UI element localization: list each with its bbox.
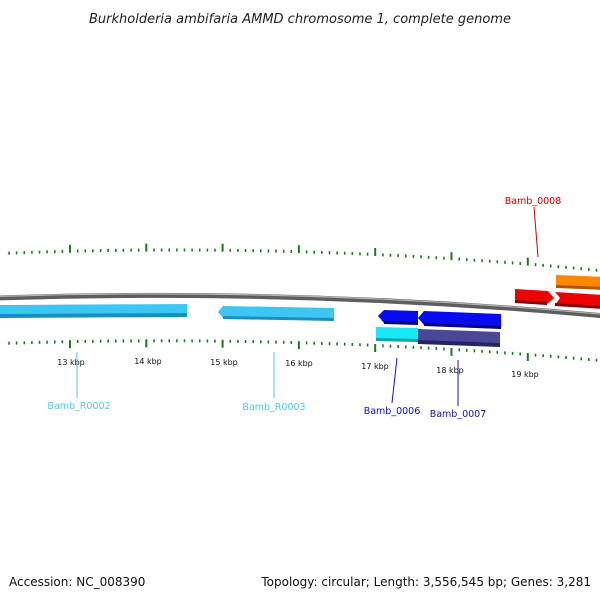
feature-bamb-0008[interactable] [515, 289, 554, 305]
feature-cyan-segment[interactable] [376, 327, 418, 342]
chromosome-backbone-highlight [0, 293, 600, 315]
map-title: Burkholderia ambifaria AMMD chromosome 1… [89, 12, 511, 27]
leader-bamb-0008 [533, 206, 539, 258]
scale-label-14kbp: 14 kbp [134, 357, 162, 366]
feature-red-block[interactable] [555, 292, 600, 309]
feature-bamb-0007[interactable] [418, 329, 500, 347]
gene-label-bamb-0008[interactable]: Bamb_0008 [505, 196, 562, 207]
scale-label-16kbp: 16 kbp [285, 359, 313, 368]
upper-tick-row [8, 243, 598, 272]
leader-bamb-0006 [391, 357, 398, 404]
chromosome-backbone [0, 292, 600, 319]
feature-bamb-0006[interactable] [378, 310, 418, 325]
scale-label-18kbp: 18 kbp [436, 366, 464, 375]
feature-bamb-0007-forward[interactable] [418, 311, 501, 329]
scale-label-13kbp: 13 kbp [57, 358, 85, 367]
feature-bamb-r0003[interactable] [218, 306, 334, 321]
gene-label-bamb-r0003[interactable]: Bamb_R0003 [242, 402, 305, 413]
genome-summary-text: Topology: circular; Length: 3,556,545 bp… [260, 575, 591, 589]
gene-label-bamb-0006[interactable]: Bamb_0006 [364, 406, 421, 417]
feature-orange-block[interactable] [556, 275, 600, 290]
gene-label-bamb-r0002[interactable]: Bamb_R0002 [47, 401, 110, 412]
lower-tick-row [8, 339, 598, 362]
feature-bamb-r0002[interactable] [0, 304, 187, 318]
scale-label-19kbp: 19 kbp [511, 370, 539, 379]
scale-label-15kbp: 15 kbp [210, 358, 238, 367]
gene-label-bamb-0007[interactable]: Bamb_0007 [430, 409, 487, 420]
accession-text: Accession: NC_008390 [9, 575, 145, 589]
scale-label-17kbp: 17 kbp [361, 362, 389, 371]
scale-labels: 13 kbp 14 kbp 15 kbp 16 kbp 17 kbp 18 kb… [57, 357, 539, 379]
